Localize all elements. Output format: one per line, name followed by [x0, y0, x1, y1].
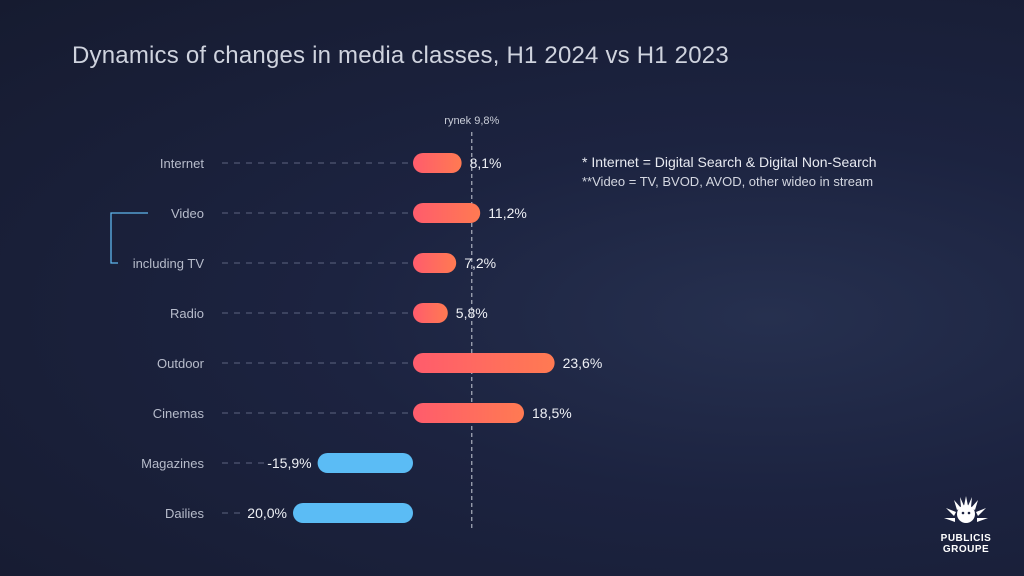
- value-label-dailies: 20,0%: [247, 505, 287, 521]
- value-label-outdoor: 23,6%: [563, 355, 603, 371]
- bar-including-tv: [413, 253, 457, 273]
- bar-cinemas: [413, 403, 524, 423]
- category-label-outdoor: Outdoor: [157, 356, 205, 371]
- bar-radio: [413, 303, 448, 323]
- value-label-radio: 5,8%: [456, 305, 488, 321]
- value-label-cinemas: 18,5%: [532, 405, 572, 421]
- category-label-radio: Radio: [170, 306, 204, 321]
- logo-line-2: GROUPE: [942, 544, 990, 555]
- footnotes: * Internet = Digital Search & Digital No…: [582, 154, 877, 189]
- category-label-cinemas: Cinemas: [153, 406, 205, 421]
- chart-plot-area: rynek 9,8% Internet 8,1% Video 11,2% includin…: [110, 115, 603, 530]
- category-label-internet: Internet: [160, 156, 204, 171]
- category-label-video: Video: [171, 206, 204, 221]
- footnote-video: **Video = TV, BVOD, AVOD, other wideo in…: [582, 174, 874, 189]
- bar-dailies: [293, 503, 413, 523]
- category-label-magazines: Magazines: [141, 456, 204, 471]
- page-title: Dynamics of changes in media classes, H1…: [72, 42, 729, 69]
- bar-magazines: [317, 453, 413, 473]
- bar-video: [413, 203, 481, 223]
- category-label-including-tv: including TV: [133, 256, 205, 271]
- bar-internet: [413, 153, 462, 173]
- reference-line-label: rynek 9,8%: [444, 115, 499, 127]
- footnote-internet: * Internet = Digital Search & Digital No…: [582, 154, 877, 170]
- publicis-logo: PUBLICIS GROUPE: [928, 494, 1004, 555]
- lion-head-icon: [944, 496, 988, 523]
- value-label-magazines: -15,9%: [267, 455, 311, 471]
- logo-line-1: PUBLICIS: [940, 533, 992, 544]
- value-label-including-tv: 7,2%: [464, 255, 496, 271]
- bar-outdoor: [413, 353, 555, 373]
- value-label-video: 11,2%: [488, 205, 527, 221]
- category-label-dailies: Dailies: [165, 506, 205, 521]
- group-bracket: [110, 212, 148, 264]
- value-label-internet: 8,1%: [470, 155, 502, 171]
